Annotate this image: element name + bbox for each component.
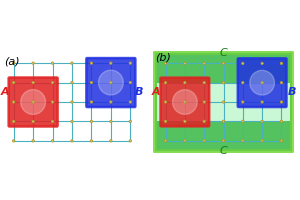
Circle shape	[172, 90, 197, 114]
Circle shape	[110, 81, 112, 84]
Circle shape	[32, 81, 34, 84]
Circle shape	[32, 62, 34, 64]
Circle shape	[203, 101, 205, 103]
Circle shape	[203, 139, 205, 142]
Circle shape	[203, 120, 205, 122]
Circle shape	[261, 62, 263, 65]
Circle shape	[280, 120, 283, 122]
Circle shape	[129, 62, 131, 64]
Circle shape	[280, 62, 283, 65]
Circle shape	[203, 62, 205, 65]
Circle shape	[184, 62, 186, 65]
Bar	[157, 55, 290, 83]
Circle shape	[280, 82, 283, 84]
FancyBboxPatch shape	[86, 58, 135, 107]
Text: A: A	[152, 87, 160, 97]
Circle shape	[184, 101, 186, 103]
Circle shape	[13, 140, 15, 142]
Circle shape	[32, 101, 34, 103]
Circle shape	[242, 62, 244, 65]
Circle shape	[90, 101, 93, 103]
Circle shape	[261, 101, 263, 103]
Circle shape	[110, 101, 112, 103]
Circle shape	[164, 120, 167, 122]
Circle shape	[184, 120, 186, 122]
Circle shape	[261, 120, 263, 122]
Circle shape	[71, 140, 73, 142]
Circle shape	[51, 120, 54, 123]
Circle shape	[280, 101, 283, 103]
Circle shape	[71, 81, 73, 84]
Circle shape	[203, 82, 205, 84]
Circle shape	[90, 140, 93, 142]
Circle shape	[71, 101, 73, 103]
Circle shape	[222, 120, 225, 122]
Circle shape	[250, 70, 274, 95]
Circle shape	[242, 120, 244, 122]
Circle shape	[129, 81, 131, 84]
Circle shape	[129, 140, 131, 142]
Circle shape	[51, 62, 54, 64]
Text: A: A	[1, 87, 9, 97]
Circle shape	[222, 62, 225, 65]
Circle shape	[164, 101, 167, 103]
Circle shape	[90, 81, 93, 84]
Text: B: B	[135, 87, 143, 97]
Circle shape	[90, 62, 93, 64]
Text: C: C	[220, 146, 227, 156]
Circle shape	[98, 70, 123, 95]
Circle shape	[13, 62, 15, 64]
Circle shape	[110, 62, 112, 64]
Circle shape	[164, 82, 167, 84]
Circle shape	[242, 139, 244, 142]
Circle shape	[129, 120, 131, 123]
Text: B: B	[288, 87, 296, 97]
Circle shape	[222, 139, 225, 142]
Circle shape	[184, 82, 186, 84]
Bar	[157, 83, 290, 121]
Text: C: C	[220, 48, 227, 58]
Circle shape	[71, 120, 73, 123]
Circle shape	[13, 120, 15, 123]
Circle shape	[164, 62, 167, 65]
Circle shape	[90, 120, 93, 123]
Circle shape	[242, 82, 244, 84]
FancyBboxPatch shape	[9, 78, 58, 126]
FancyBboxPatch shape	[238, 58, 286, 107]
Circle shape	[184, 139, 186, 142]
Circle shape	[13, 101, 15, 103]
Circle shape	[110, 120, 112, 123]
Circle shape	[110, 140, 112, 142]
FancyBboxPatch shape	[154, 52, 293, 152]
Circle shape	[32, 120, 34, 123]
Circle shape	[280, 139, 283, 142]
Circle shape	[164, 139, 167, 142]
Circle shape	[261, 139, 263, 142]
Circle shape	[129, 101, 131, 103]
Circle shape	[242, 101, 244, 103]
Text: (b): (b)	[155, 53, 171, 63]
Circle shape	[51, 81, 54, 84]
Circle shape	[71, 62, 73, 64]
FancyBboxPatch shape	[160, 78, 209, 126]
Circle shape	[13, 81, 15, 84]
Circle shape	[51, 140, 54, 142]
Circle shape	[222, 101, 225, 103]
Bar	[157, 121, 290, 149]
Text: (a): (a)	[4, 56, 20, 66]
Circle shape	[32, 140, 34, 142]
Circle shape	[51, 101, 54, 103]
Circle shape	[261, 82, 263, 84]
Circle shape	[222, 82, 225, 84]
Circle shape	[21, 90, 46, 114]
